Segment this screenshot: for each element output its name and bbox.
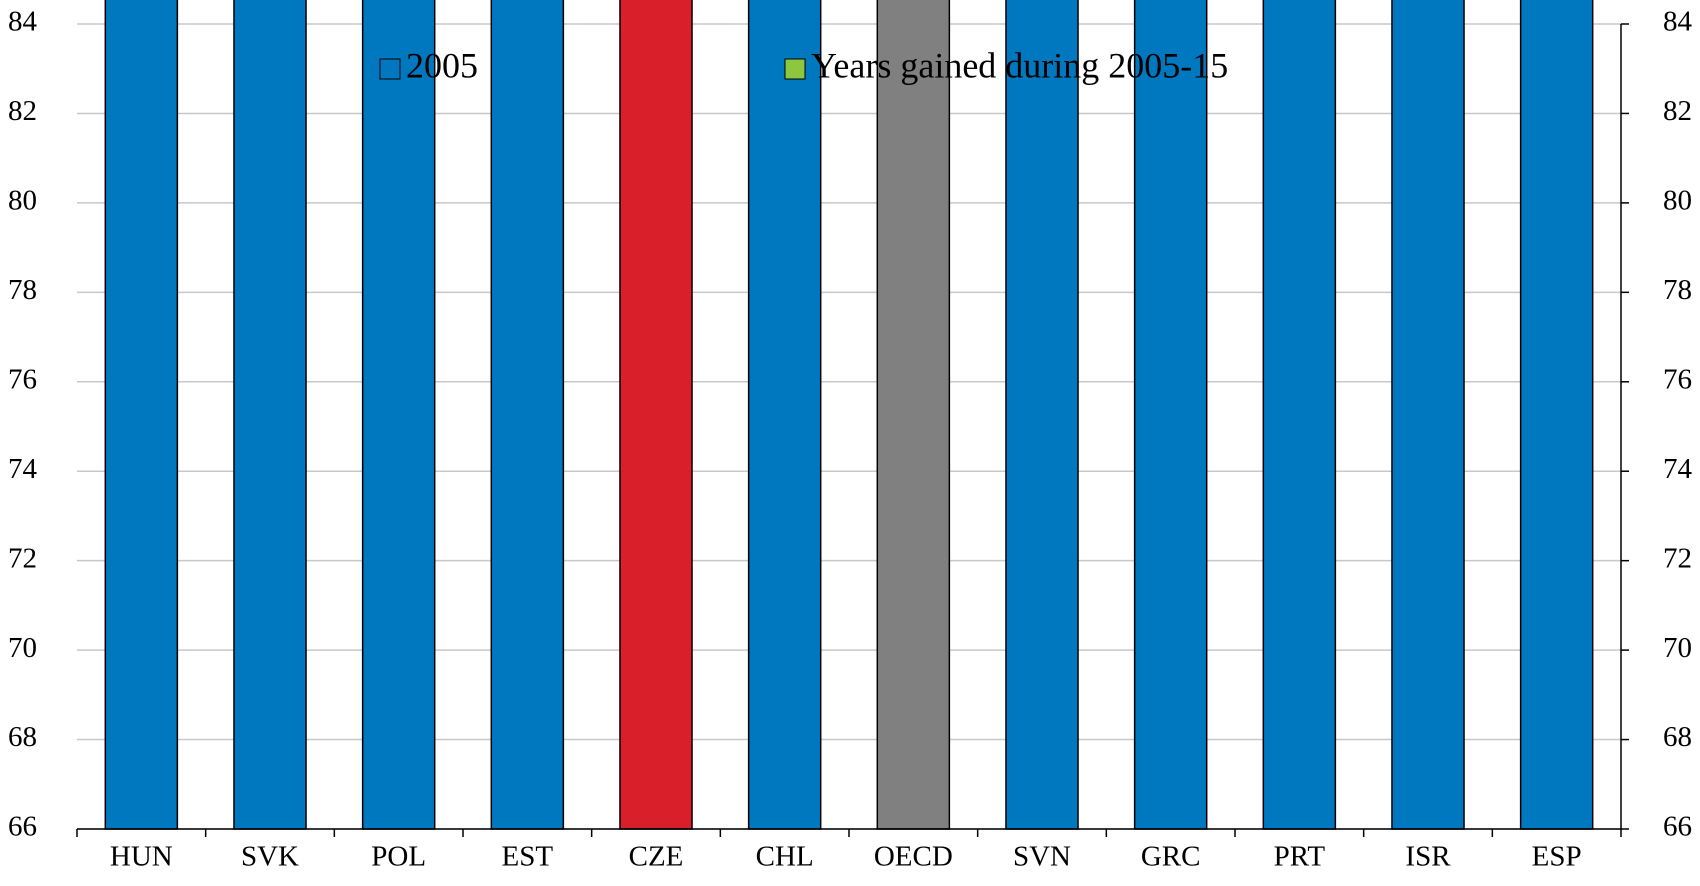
x-tick-label: CHL [756,841,814,873]
y-tick-label: 82 [8,95,37,127]
x-tick-label: PRT [1274,841,1326,873]
x-tick-label: EST [502,841,554,873]
x-tick-label: SVN [1013,841,1071,873]
y-tick-label: 70 [8,632,37,664]
bar-segment [1262,0,1337,830]
y-tick-label: 74 [8,453,38,485]
x-tick-label: OECD [874,841,953,873]
y2-tick-label: 76 [1663,363,1692,395]
bar-segment [1005,0,1079,830]
y-tick-label: 68 [8,721,37,753]
bar-segment [361,0,436,830]
legend-label: 2005 [406,45,478,85]
y2-tick-label: 74 [1663,453,1693,485]
legend-swatch [784,58,806,80]
legend-label: Years gained during 2005-15 [811,45,1228,85]
y2-tick-label: 78 [1663,274,1692,306]
x-tick-label: HUN [110,841,173,873]
y2-tick-label: 68 [1663,721,1692,753]
y2-tick-label: 82 [1663,95,1692,127]
x-tick-label: SVK [241,841,299,873]
x-tick-label: CZE [629,841,684,873]
bar-segment [876,0,951,830]
bar-segment [104,0,179,830]
bar-segment [1133,0,1208,830]
y2-tick-label: 70 [1663,632,1692,664]
bar-segment [1519,0,1594,830]
bar-segment [619,0,693,830]
bar-segment [233,0,307,830]
y-tick-label: 72 [8,542,37,574]
y-tick-label: 80 [8,185,37,217]
x-tick-label: GRC [1141,841,1201,873]
y-tick-label: 78 [8,274,37,306]
y2-tick-label: 84 [1663,6,1693,38]
bar-segment [490,0,565,830]
y2-tick-label: 72 [1663,542,1692,574]
y2-tick-label: 80 [1663,185,1692,217]
x-tick-label: ESP [1532,841,1582,873]
y-tick-label: 76 [8,363,37,395]
y-tick-label: 66 [8,811,37,843]
y-tick-label: 84 [8,6,38,38]
bar-segment [1391,0,1465,830]
bar-segment [747,0,822,830]
x-tick-label: ISR [1405,841,1451,873]
x-tick-label: POL [371,841,426,873]
y2-tick-label: 66 [1663,811,1692,843]
legend-swatch [379,58,401,80]
